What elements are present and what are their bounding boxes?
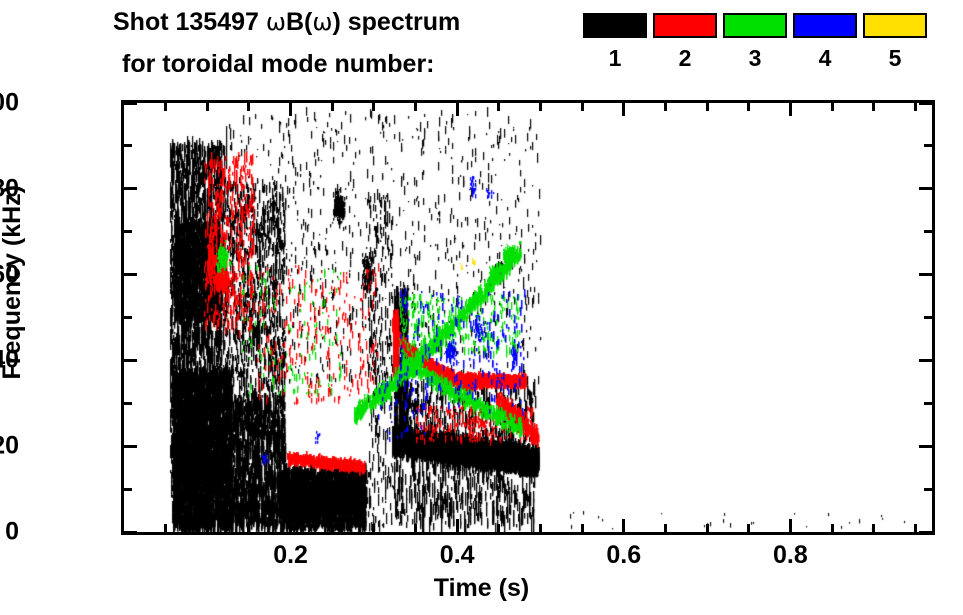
x-tick-minor: [247, 524, 251, 532]
y-tick-minor: [124, 316, 132, 319]
y-tick-major: [124, 444, 137, 448]
x-tick-minor: [497, 524, 501, 532]
x-tick-label: 0.6: [606, 541, 642, 569]
title-suffix: ) spectrum: [332, 8, 461, 36]
x-tick-minor: [913, 103, 917, 111]
x-tick-minor: [330, 524, 334, 532]
x-tick-minor: [872, 103, 876, 111]
x-tick-minor: [663, 103, 667, 111]
y-tick-major: [124, 358, 137, 362]
y-tick-major: [919, 187, 932, 191]
x-tick-minor: [580, 524, 584, 532]
y-tick-minor: [124, 230, 132, 234]
spectrogram-canvas: [124, 103, 932, 532]
y-tick-major: [124, 273, 137, 277]
legend-label-2: 2: [678, 45, 692, 71]
legend-item-2[interactable]: 2: [653, 13, 717, 71]
x-tick-minor: [205, 524, 209, 532]
omega-symbol-2: ω: [312, 8, 333, 36]
y-tick-major: [919, 273, 932, 277]
page-title: Shot 135497 ωB(ω) spectrum: [113, 8, 460, 37]
x-tick-minor: [372, 524, 376, 532]
x-tick-minor: [414, 103, 418, 111]
x-tick-minor: [247, 103, 251, 111]
y-axis-title: Frequency (kHz): [0, 185, 26, 380]
x-tick-minor: [497, 103, 501, 111]
x-tick-minor: [164, 103, 168, 111]
x-axis-title: Time (s): [433, 574, 530, 602]
legend-label-4: 4: [818, 45, 832, 71]
x-tick-minor: [830, 524, 834, 532]
y-tick-major: [919, 444, 932, 448]
y-tick-label: 0: [5, 517, 19, 546]
title-mid: B(: [285, 8, 313, 36]
y-tick-minor: [924, 487, 932, 491]
y-tick-minor: [124, 487, 132, 491]
x-tick-minor: [705, 524, 709, 532]
x-tick-minor: [372, 103, 376, 111]
legend-swatch-1: [583, 13, 647, 38]
x-tick-minor: [538, 524, 542, 532]
legend-label-5: 5: [888, 45, 902, 71]
x-tick-minor: [164, 524, 168, 532]
x-tick-major: [455, 103, 459, 116]
chart-header: Shot 135497 ωB(ω) spectrum for toroidal …: [0, 0, 963, 96]
y-tick-major: [919, 530, 932, 534]
y-tick-major: [124, 101, 137, 105]
y-tick-minor: [124, 401, 132, 405]
x-tick-minor: [705, 103, 709, 111]
y-tick-major: [919, 101, 932, 105]
legend-item-3[interactable]: 3: [723, 13, 787, 71]
x-tick-minor: [538, 103, 542, 111]
y-tick-major: [124, 530, 137, 534]
x-tick-major: [788, 103, 792, 116]
x-tick-minor: [830, 103, 834, 111]
x-tick-major: [289, 519, 293, 532]
spectrogram-plot-area: [121, 100, 935, 535]
x-tick-major: [289, 103, 293, 116]
x-tick-minor: [330, 103, 334, 111]
x-tick-minor: [747, 524, 751, 532]
spectrogram-canvas-wrap: [124, 103, 932, 532]
legend-swatch-2: [653, 13, 717, 38]
legend-swatch-5: [863, 13, 927, 38]
y-tick-minor: [924, 401, 932, 405]
x-tick-label: 0.4: [439, 541, 475, 569]
x-tick-minor: [205, 103, 209, 111]
x-tick-label: 0.8: [773, 541, 808, 569]
legend-label-3: 3: [748, 45, 762, 71]
page-subtitle: for toroidal mode number:: [122, 50, 435, 78]
legend-item-5[interactable]: 5: [863, 13, 927, 71]
x-tick-minor: [747, 103, 751, 111]
y-tick-major: [919, 358, 932, 362]
x-tick-major: [455, 519, 459, 532]
y-tick-minor: [924, 144, 932, 148]
y-tick-label: 20: [0, 431, 19, 460]
x-tick-minor: [580, 103, 584, 111]
x-tick-minor: [414, 524, 418, 532]
x-tick-major: [788, 519, 792, 532]
legend-swatch-3: [723, 13, 787, 38]
x-tick-major: [622, 103, 626, 116]
legend-swatch-4: [793, 13, 857, 38]
y-tick-major: [124, 187, 137, 191]
legend-label-1: 1: [608, 45, 622, 71]
legend-item-4[interactable]: 4: [793, 13, 857, 71]
x-tick-label: 0.2: [273, 541, 308, 569]
y-tick-minor: [924, 230, 932, 234]
x-tick-minor: [913, 524, 917, 532]
x-tick-minor: [872, 524, 876, 532]
omega-symbol-1: ω: [265, 8, 286, 36]
y-tick-minor: [924, 316, 932, 319]
title-prefix: Shot 135497: [113, 8, 266, 36]
y-tick-minor: [124, 144, 132, 148]
legend-item-1[interactable]: 1: [583, 13, 647, 71]
x-tick-major: [622, 519, 626, 532]
x-tick-minor: [663, 524, 667, 532]
